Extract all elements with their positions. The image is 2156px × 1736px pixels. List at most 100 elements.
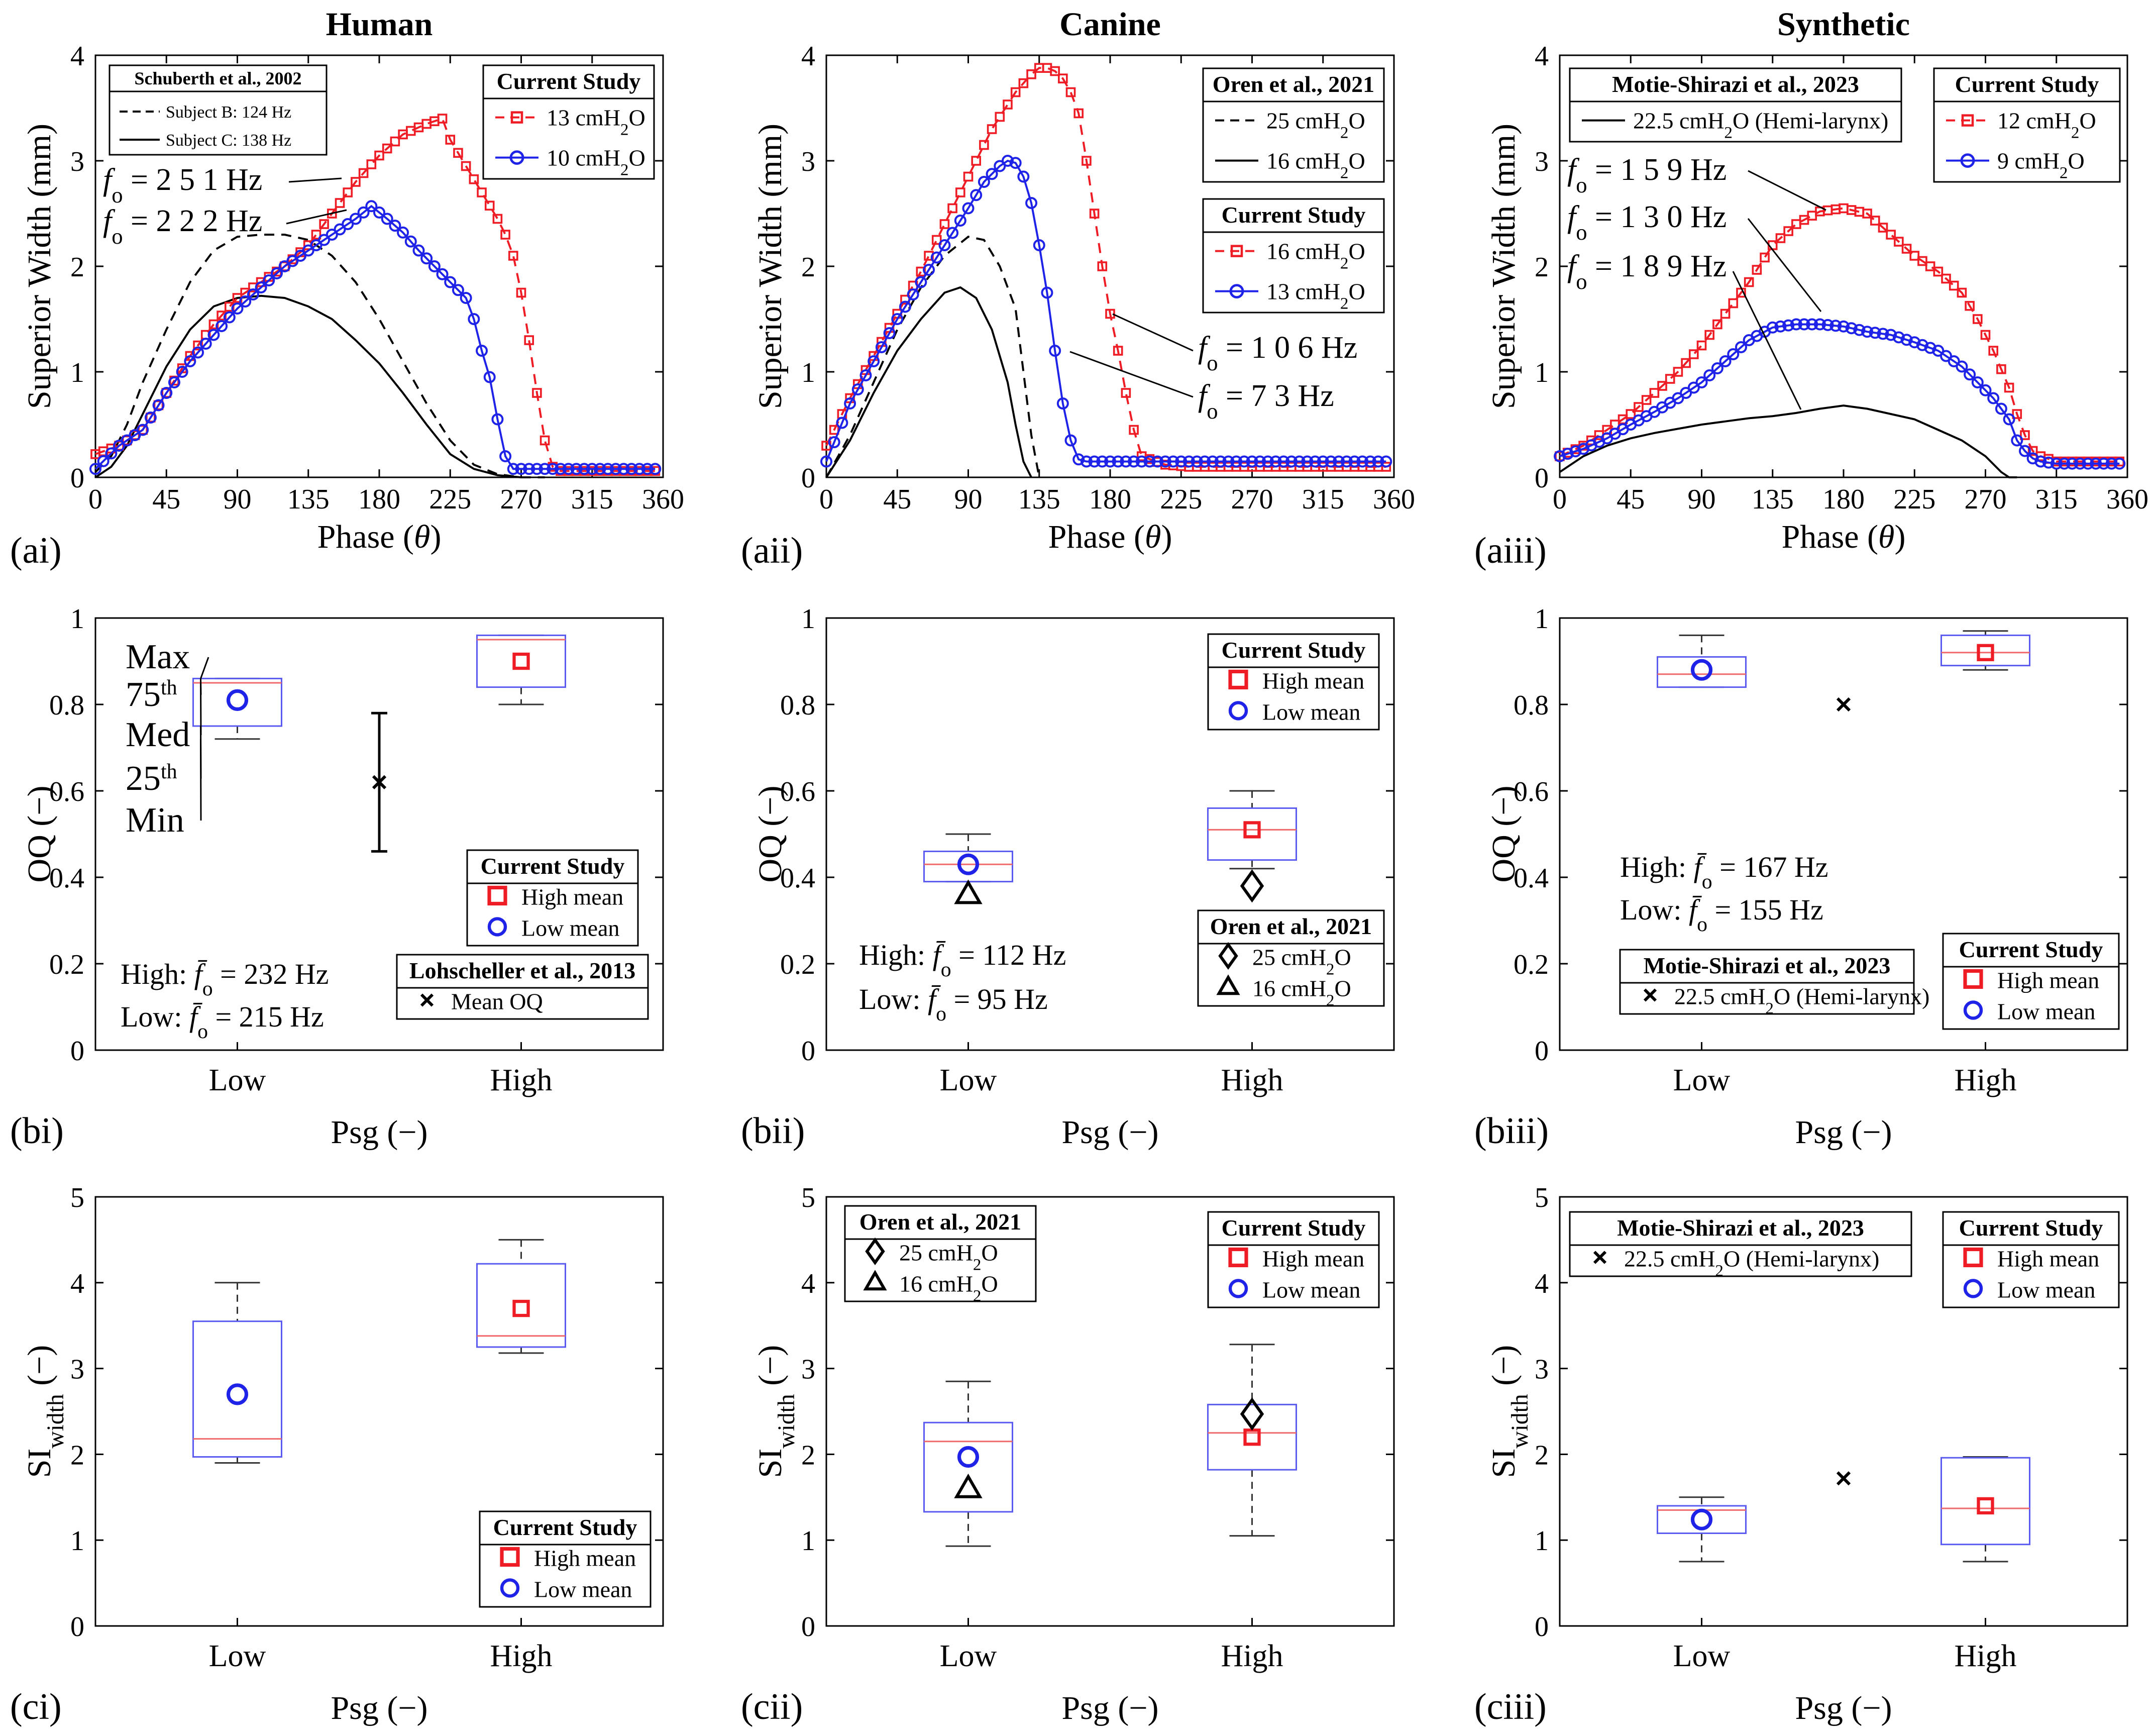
legend-reference-entry: 16 cmH2O [1266, 148, 1365, 182]
data-point [1696, 340, 1707, 351]
data-point [859, 369, 872, 381]
y-tick-label: 0.4 [1514, 863, 1549, 894]
legend-current-entry-part: 12 cmH [1997, 108, 2071, 134]
y-tick-label: 0 [70, 1611, 84, 1643]
x-axis-label-part: ) [1161, 519, 1172, 555]
legend-current-marker [1963, 1247, 1983, 1268]
box-key-label: Min [126, 801, 184, 840]
legend-reference-entry-part: 22.5 cmH [1674, 983, 1765, 1009]
data-point [453, 148, 463, 158]
legend-current-entry-part: High mean [521, 884, 623, 909]
legend-current-title: Current Study [1222, 637, 1366, 663]
annotation-part: o [197, 1020, 208, 1043]
data-point [1026, 69, 1036, 79]
legend-current-entry-part: 2 [2060, 163, 2068, 182]
panel-label: (aii) [741, 530, 803, 571]
data-point [1720, 309, 1731, 319]
data-point [930, 251, 943, 264]
legend-reference-entry-part: O [1348, 108, 1365, 134]
annotation-part: = 7 3 Hz [1218, 379, 1334, 413]
box-iqr [1941, 1457, 2030, 1546]
annotation-part: o [936, 1002, 946, 1026]
annotation-part: = 95 Hz [946, 983, 1048, 1015]
data-point [335, 198, 345, 208]
annotation-part: Low: [1620, 893, 1689, 926]
legend-current-entry: High mean [1997, 1246, 2099, 1271]
reference-marker-stroke [1836, 697, 1851, 712]
data-point [207, 329, 220, 341]
data-point [152, 399, 165, 412]
y-tick-label: 4 [801, 1268, 815, 1299]
data-point [1916, 339, 1928, 351]
y-axis-label-part: SI [1485, 1449, 1522, 1478]
data-point [1925, 261, 1935, 271]
data-point [1159, 455, 1171, 468]
legend-current: Current Study High mean Low mean [1207, 633, 1380, 731]
annotation: fo = 2 2 2 Hz [103, 204, 262, 249]
data-point [1752, 265, 1762, 275]
annotation-part: = 1 8 9 Hz [1587, 249, 1727, 283]
x-tick-label: 225 [429, 484, 471, 515]
legend-reference-entry-part: 2 [973, 1255, 982, 1274]
data-point [1626, 409, 1636, 419]
legend-current-entry-part: 10 cmH [547, 145, 620, 171]
data-point [1665, 374, 1675, 384]
data-point [483, 371, 496, 383]
legend-current-entry: Low mean [521, 915, 619, 941]
annotation: High: f̄o = 167 Hz [1620, 851, 1828, 893]
data-point [231, 302, 244, 315]
data-point [1340, 455, 1353, 468]
annotation-part: o [112, 224, 123, 249]
y-axis-label: OQ (−) [752, 785, 789, 882]
data-point [1790, 318, 1802, 331]
legend-reference-entry-part: O [1334, 944, 1351, 970]
legend-current-entry: Low mean [1262, 1277, 1360, 1302]
legend-current: Current Study High mean Low mean [479, 1510, 652, 1608]
data-point [1862, 209, 1872, 219]
data-point [1080, 455, 1093, 468]
data-point [1703, 369, 1716, 381]
y-tick-label: 1 [801, 1525, 815, 1557]
panel-cii: 0 1 2 3 4 5 Low High Psg (−) SIwidth (−) (cii) Curr… [741, 1182, 1395, 1727]
panel-aii: Canine 0 45 90 135 180 225 270 315 360 0 1 2 3 4 Phase … [741, 6, 1415, 571]
data-point [1760, 252, 1770, 263]
data-point [851, 383, 864, 395]
legend-reference-entry-part: O (Hemi-larynx) [1733, 108, 1888, 134]
y-axis-label-part: width [774, 1394, 800, 1448]
data-point [1207, 455, 1219, 468]
data-point [649, 463, 662, 475]
legend-reference-frame [1197, 909, 1385, 1007]
legend-current-entry-part: Low mean [521, 915, 619, 941]
legend-current-marker [1228, 669, 1248, 690]
data-point [1775, 233, 1786, 243]
legend-current-marker [1228, 1247, 1248, 1268]
data-point [1025, 197, 1038, 209]
data-point [1182, 455, 1195, 468]
y-tick-label: 2 [70, 252, 84, 283]
data-point [1238, 455, 1250, 468]
y-axis-label: Superior Width (mm) [21, 124, 58, 409]
box-high [476, 1239, 566, 1354]
x-axis-label-part: ) [1894, 519, 1905, 555]
legend-current-title: Current Study [1222, 202, 1366, 228]
legend-reference: Motie-Shirazi et al., 2023 22.5 cmH2O (He… [1619, 949, 1929, 1017]
data-point [1900, 334, 1913, 346]
box-iqr [1207, 1403, 1297, 1471]
data-point [1096, 455, 1109, 468]
legend-current-swatch-marker [1230, 245, 1243, 257]
x-tick-label: 270 [1231, 484, 1273, 515]
data-point [1980, 330, 1991, 340]
column-title: Synthetic [1777, 6, 1910, 43]
data-point [931, 235, 942, 245]
data-point [547, 463, 559, 475]
data-point [923, 264, 935, 276]
data-point [343, 187, 353, 197]
data-point [1325, 455, 1337, 468]
series-line [825, 286, 1032, 478]
data-point [270, 267, 283, 279]
data-point [2066, 457, 2079, 470]
panel-biii: 0 0.2 0.4 0.6 0.8 1 Low High Psg (−) OQ (−) (biii)… [1474, 603, 2128, 1152]
annotation: Low: f̄o = 215 Hz [121, 1000, 324, 1043]
